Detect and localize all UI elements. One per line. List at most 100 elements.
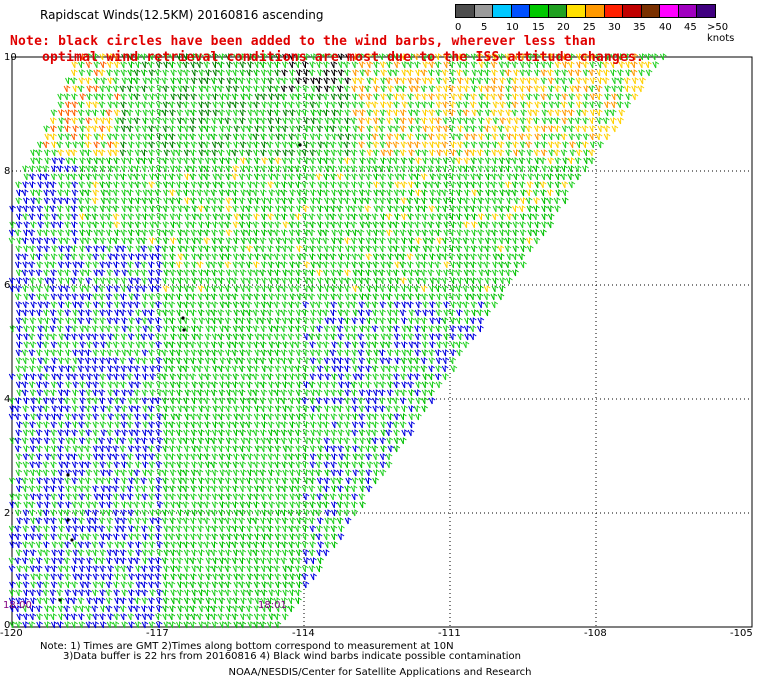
wind-barb (161, 517, 169, 525)
wind-barb (253, 85, 260, 93)
wind-barb (51, 445, 58, 453)
wind-barb (595, 53, 603, 61)
wind-barb (106, 277, 114, 285)
wind-barb (16, 213, 23, 221)
wind-barb (93, 229, 101, 237)
wind-barb (225, 237, 233, 245)
wind-barb (443, 61, 451, 69)
wind-barb (394, 85, 402, 93)
wind-barb (57, 469, 65, 477)
wind-barb (93, 269, 100, 277)
wind-barb (107, 421, 114, 429)
wind-barb (463, 197, 471, 205)
wind-barb (44, 221, 51, 229)
wind-barb (71, 373, 79, 381)
wind-barb (176, 597, 183, 605)
wind-barb (240, 245, 247, 253)
wind-barb (492, 205, 500, 213)
wind-barb (357, 397, 365, 405)
wind-barb (142, 373, 149, 381)
wind-barb (310, 557, 317, 565)
latitude-tick-label: 2 (4, 508, 11, 519)
wind-barb (555, 53, 563, 61)
wind-barb (337, 197, 345, 205)
wind-barb (23, 533, 30, 541)
wind-barb (92, 109, 99, 117)
wind-barb (36, 621, 43, 629)
wind-barb (71, 517, 79, 525)
wind-barb (338, 413, 346, 421)
wind-barb (155, 197, 162, 205)
wind-barb (57, 557, 65, 565)
wind-barb (211, 245, 219, 253)
wind-barb (323, 389, 331, 397)
wind-barb (211, 53, 219, 61)
wind-barb (539, 157, 547, 165)
wind-barb (268, 357, 275, 365)
wind-barb (357, 77, 365, 85)
wind-barb (350, 117, 358, 125)
wind-barb (169, 437, 177, 445)
wind-barb (43, 213, 51, 221)
wind-barb (133, 69, 141, 77)
wind-barb (322, 269, 330, 277)
wind-barb (399, 397, 407, 405)
wind-barb (259, 109, 267, 117)
wind-barb (282, 365, 289, 373)
wind-barb (301, 573, 309, 581)
wind-barb (36, 165, 43, 173)
wind-barb (330, 261, 337, 269)
wind-barb (191, 549, 198, 557)
wind-barb (268, 277, 275, 285)
wind-barb (224, 621, 232, 629)
wind-barb (224, 485, 232, 493)
wind-barb (71, 533, 79, 541)
wind-barb (15, 461, 23, 469)
wind-barb (533, 237, 541, 245)
wind-barb (421, 93, 429, 101)
wind-barb (176, 237, 184, 245)
wind-barb (42, 461, 50, 469)
wind-barb (253, 181, 260, 189)
wind-barb (8, 565, 16, 573)
wind-barb (36, 253, 43, 261)
wind-barb (225, 253, 232, 261)
wind-barb (295, 541, 302, 549)
wind-barb (71, 165, 79, 173)
wind-barb (296, 245, 303, 253)
wind-barb (14, 525, 22, 533)
wind-barb (287, 445, 295, 453)
wind-barb (638, 69, 645, 77)
wind-barb (154, 253, 162, 261)
wind-barb (190, 453, 198, 461)
wind-barb (99, 61, 107, 69)
wind-barb (168, 357, 176, 365)
wind-barb (378, 165, 386, 173)
wind-barb (344, 317, 351, 325)
wind-barb (421, 253, 428, 261)
wind-barb (44, 181, 52, 189)
wind-barb (302, 493, 310, 501)
wind-barb (50, 253, 58, 261)
wind-barb (79, 293, 87, 301)
wind-barb (470, 141, 478, 149)
wind-barb (331, 365, 339, 373)
wind-barb (189, 125, 197, 133)
wind-barb (386, 53, 393, 61)
wind-barb (372, 245, 379, 253)
wind-barb (64, 165, 71, 173)
wind-barb (50, 477, 58, 485)
wind-barb (224, 317, 232, 325)
wind-barb (204, 421, 211, 429)
wind-barb (282, 237, 289, 245)
wind-barb (71, 245, 78, 253)
wind-barb (413, 365, 421, 373)
wind-barb (268, 381, 275, 389)
wind-barb (303, 509, 310, 517)
wind-barb (92, 221, 100, 229)
wind-barb (71, 109, 78, 117)
wind-barb (254, 533, 261, 541)
wind-barb (385, 141, 393, 149)
wind-barb (308, 229, 316, 237)
wind-barb (44, 605, 51, 613)
